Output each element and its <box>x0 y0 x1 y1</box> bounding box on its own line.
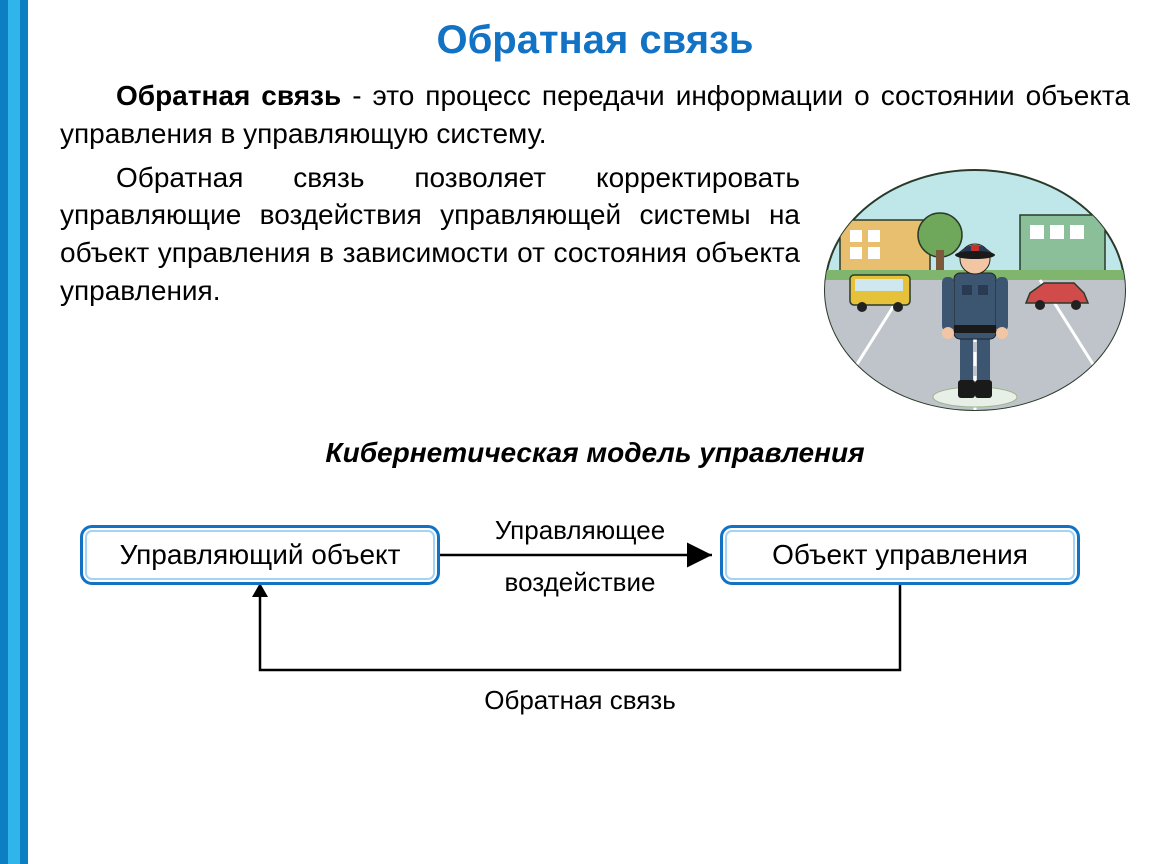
definition-paragraph: Обратная связь - это процесс передачи ин… <box>60 77 1130 153</box>
edge-label-control-top: Управляющее <box>440 515 720 546</box>
definition-term: Обратная связь <box>116 80 341 111</box>
illustration <box>820 159 1130 409</box>
node-control-object: Управляющий объект <box>80 525 440 585</box>
edge-label-feedback: Обратная связь <box>430 685 730 716</box>
traffic-officer-illustration <box>820 165 1130 415</box>
node-managed-object-label: Объект управления <box>772 539 1028 571</box>
cybernetic-diagram: Управляющий объект Объект управления Упр… <box>60 485 1100 745</box>
explanation-paragraph: Обратная связь позволяет корректировать … <box>60 159 800 409</box>
second-row: Обратная связь позволяет корректировать … <box>60 159 1130 409</box>
edge-label-control-bottom: воздействие <box>440 567 720 598</box>
side-stripe-inner <box>8 0 20 864</box>
diagram-title: Кибернетическая модель управления <box>60 437 1130 469</box>
page-title: Обратная связь <box>60 18 1130 63</box>
node-managed-object: Объект управления <box>720 525 1080 585</box>
content-area: Обратная связь Обратная связь - это проц… <box>60 18 1130 745</box>
node-control-object-label: Управляющий объект <box>120 539 401 571</box>
